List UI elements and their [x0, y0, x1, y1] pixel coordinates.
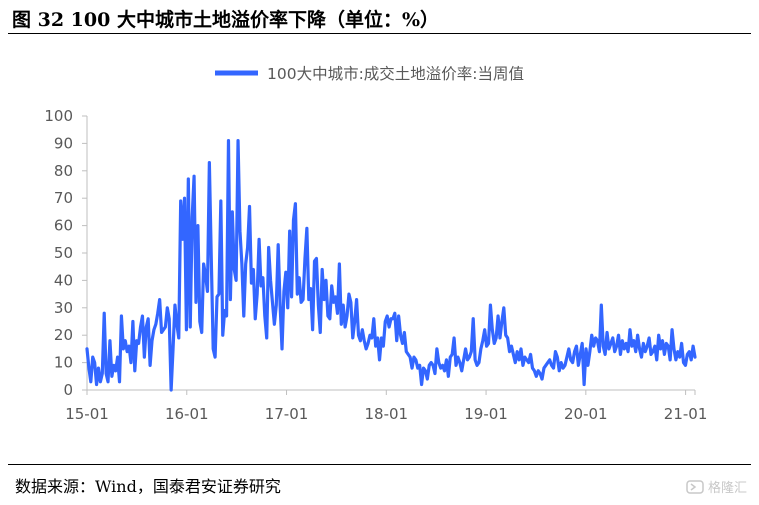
x-tick-label: 17-01: [265, 405, 309, 423]
y-tick-label: 90: [54, 134, 73, 152]
y-tick-label: 40: [54, 271, 73, 289]
y-axis: 0 10 20 30 40 50 60 70 80 90 100: [44, 107, 88, 399]
land-premium-chart: 100大中城市:成交土地溢价率:当周值 0 10 20 30 40 50 60 70 80 90 1…: [44, 65, 708, 423]
title-rule: [8, 33, 751, 34]
x-axis: 15-01 16-01 17-01 18-01 19-01 20-01 21-01: [65, 389, 708, 423]
watermark: 格隆汇: [686, 477, 747, 496]
watermark-text: 格隆汇: [707, 481, 747, 496]
chart-legend: 100大中城市:成交土地溢价率:当周值: [215, 65, 524, 83]
x-tick-label: 20-01: [564, 405, 608, 423]
y-tick-label: 70: [54, 189, 73, 207]
x-tick-label: 19-01: [464, 405, 508, 423]
y-tick-label: 30: [54, 299, 73, 317]
y-tick-label: 0: [63, 381, 73, 399]
source-note: 数据来源：Wind，国泰君安证券研究: [15, 477, 281, 496]
y-tick-label: 100: [44, 107, 73, 125]
source-rule: [8, 464, 751, 465]
watermark-logo-icon: [686, 479, 704, 494]
x-tick-label: 21-01: [664, 405, 708, 423]
y-tick-label: 10: [54, 354, 73, 372]
x-tick-label: 16-01: [165, 405, 209, 423]
y-tick-label: 60: [54, 217, 73, 235]
x-tick-label: 18-01: [364, 405, 408, 423]
figure-title: 图 32 100 大中城市土地溢价率下降（单位：%）: [12, 9, 440, 31]
x-tick-label: 15-01: [65, 405, 109, 423]
series-line: [85, 139, 697, 392]
plot-area: [85, 139, 697, 392]
y-tick-label: 50: [54, 244, 73, 262]
y-tick-label: 80: [54, 162, 73, 180]
legend-label: 100大中城市:成交土地溢价率:当周值: [267, 65, 524, 83]
y-tick-label: 20: [54, 326, 73, 344]
